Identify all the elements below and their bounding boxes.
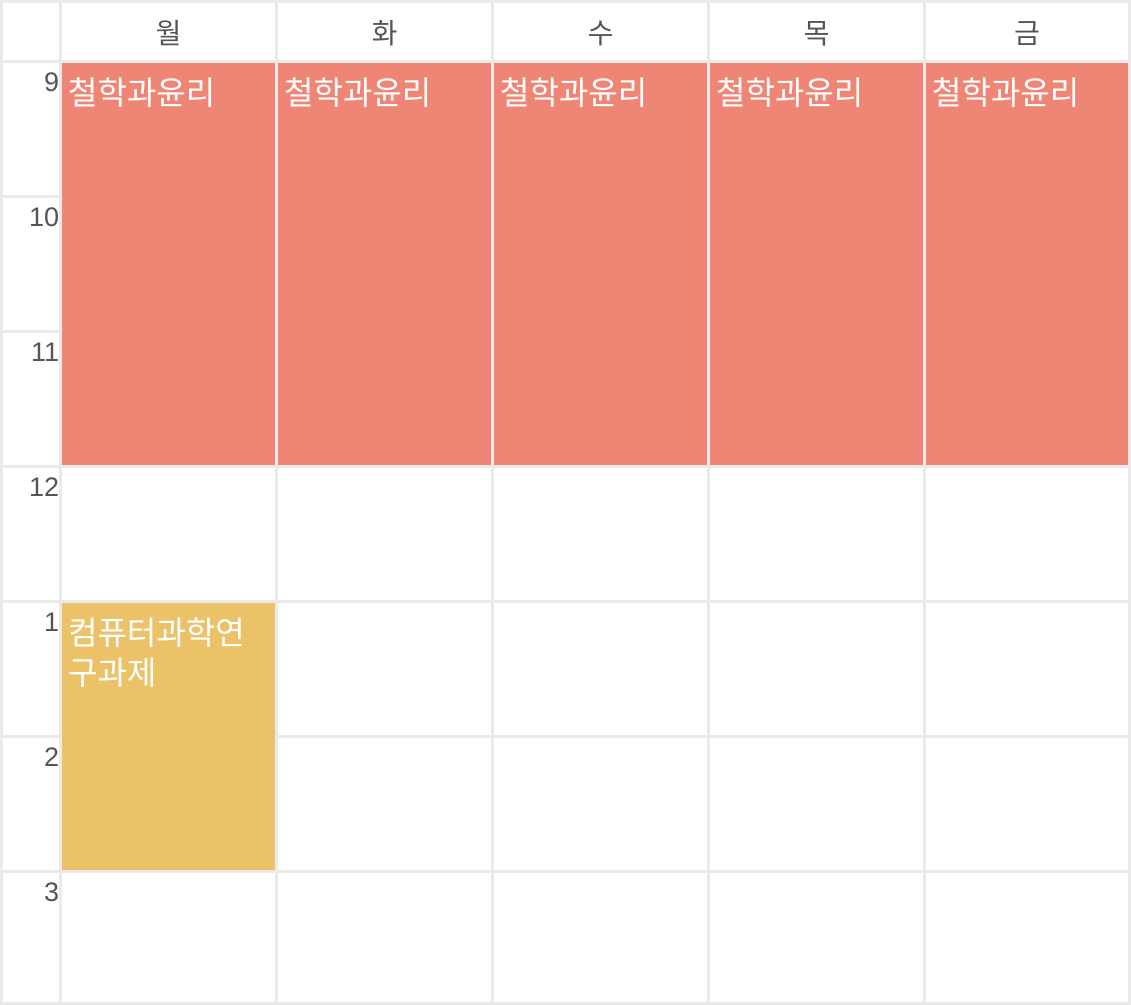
grid-line bbox=[275, 0, 278, 1005]
course-block-ethics-fri[interactable]: 철학과윤리 bbox=[926, 63, 1128, 465]
course-title: 철학과윤리 bbox=[716, 74, 864, 112]
grid-line bbox=[0, 0, 3, 1005]
course-title: 철학과윤리 bbox=[284, 74, 432, 112]
course-title: 컴퓨터과학연구과제 bbox=[68, 614, 245, 692]
day-header-fri: 금 bbox=[1014, 16, 1040, 50]
hour-label-12: 12 bbox=[28, 472, 59, 502]
course-block-ethics-thu[interactable]: 철학과윤리 bbox=[710, 63, 923, 465]
grid-line bbox=[491, 0, 494, 1005]
grid-line bbox=[0, 1002, 1131, 1005]
grid-line bbox=[59, 0, 62, 1005]
course-title: 철학과윤리 bbox=[68, 74, 216, 112]
hour-label-1: 1 bbox=[43, 607, 59, 637]
course-block-ethics-wed[interactable]: 철학과윤리 bbox=[494, 63, 707, 465]
grid-line bbox=[0, 735, 1131, 738]
grid-line bbox=[0, 60, 1131, 63]
hour-label-10: 10 bbox=[28, 202, 59, 232]
day-header-mon: 월 bbox=[155, 16, 182, 50]
grid-line bbox=[0, 600, 1131, 603]
day-header-wed: 수 bbox=[587, 16, 614, 50]
hour-label-9: 9 bbox=[43, 67, 59, 97]
day-header-tue: 화 bbox=[371, 16, 398, 50]
hour-label-2: 2 bbox=[43, 742, 59, 772]
course-block-ethics-mon[interactable]: 철학과윤리 bbox=[62, 63, 275, 465]
hour-label-11: 11 bbox=[30, 337, 59, 367]
grid-line bbox=[707, 0, 710, 1005]
course-block-ethics-tue[interactable]: 철학과윤리 bbox=[278, 63, 491, 465]
course-block-research-mon[interactable]: 컴퓨터과학연구과제 bbox=[62, 603, 275, 870]
hour-label-3: 3 bbox=[43, 877, 59, 907]
grid-line bbox=[0, 465, 1131, 468]
course-title: 철학과윤리 bbox=[932, 74, 1080, 112]
day-header-thu: 목 bbox=[803, 16, 830, 50]
grid-line bbox=[0, 870, 1131, 873]
grid-line bbox=[0, 0, 1131, 3]
course-title: 철학과윤리 bbox=[500, 74, 648, 112]
grid-line bbox=[1128, 0, 1131, 1005]
grid-line bbox=[923, 0, 926, 1005]
